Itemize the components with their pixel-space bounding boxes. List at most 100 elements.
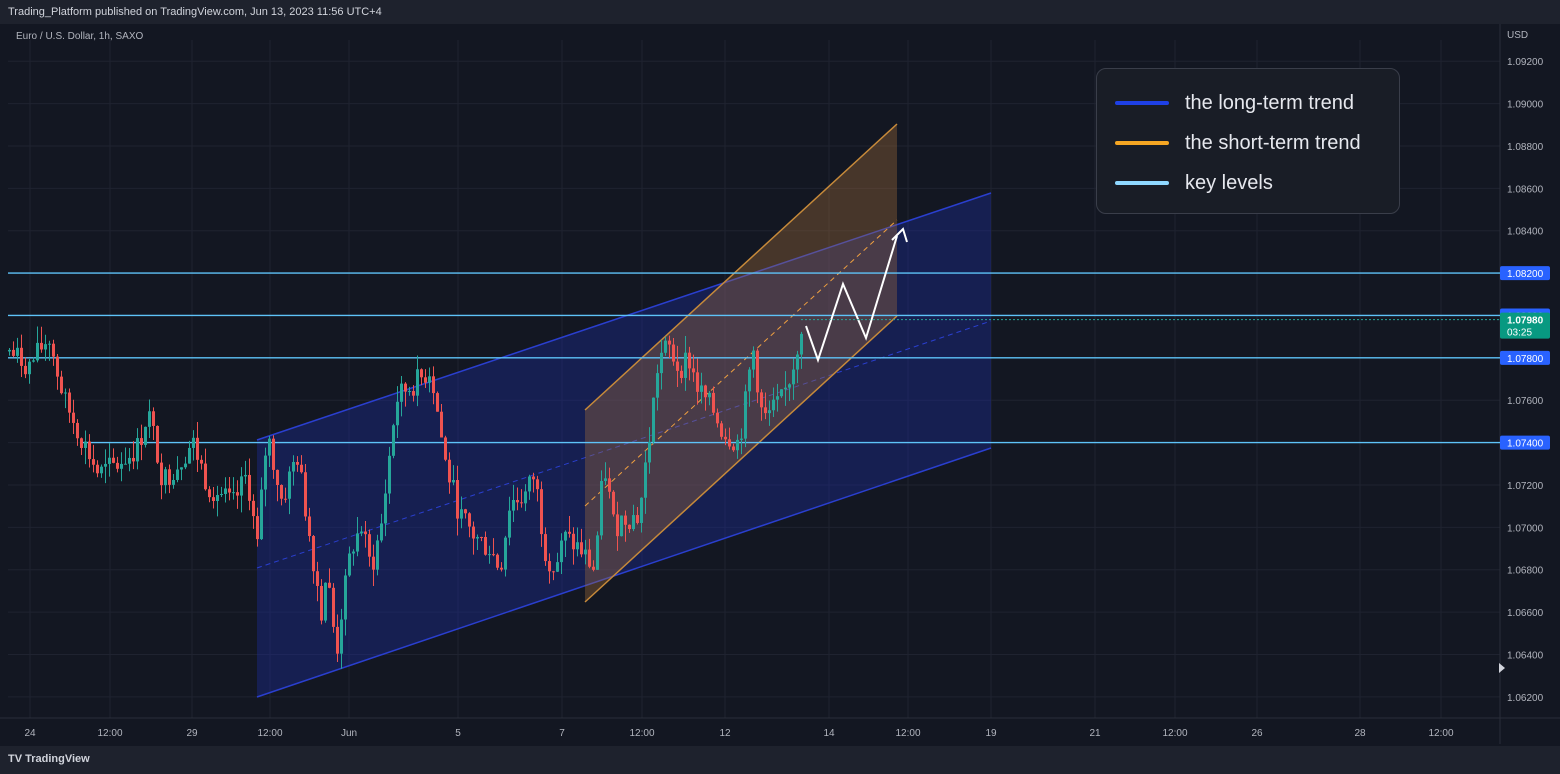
candle-body <box>464 509 467 514</box>
candle-body <box>444 437 447 460</box>
key-level-badge <box>1500 435 1550 450</box>
candle-body <box>688 352 691 369</box>
x-tick-label: Jun <box>341 728 357 739</box>
candle-body <box>372 556 375 570</box>
tradingview-logo-text: TradingView <box>25 753 90 765</box>
candle-body <box>208 489 211 498</box>
candle-body <box>656 373 659 398</box>
legend-item-long-term: the long-term trend <box>1115 91 1354 115</box>
candle-body <box>388 455 391 494</box>
candle-body <box>352 551 355 554</box>
x-tick-label: 19 <box>985 728 997 739</box>
candle-body <box>516 500 519 503</box>
candle-body <box>268 438 271 456</box>
candle-body <box>356 533 359 552</box>
chart-area[interactable]: 1.09200 1.09000 1.08800 1.08600 1.08400 1.082… <box>0 24 1560 744</box>
symbol-label: Euro / U.S. Dollar, 1h, SAXO <box>16 31 144 42</box>
candle-body <box>564 531 567 541</box>
candle-body <box>760 392 763 408</box>
price-chart[interactable]: 1.09200 1.09000 1.08800 1.08600 1.08400 1.082… <box>0 24 1560 744</box>
candle-body <box>368 534 371 557</box>
candle-body <box>284 498 287 500</box>
candle-body <box>52 343 55 357</box>
candle-body <box>496 554 499 568</box>
x-tick-label: 12 <box>719 728 731 739</box>
candle-body <box>576 542 579 550</box>
candle-body <box>428 376 431 383</box>
candle-body <box>404 383 407 392</box>
candle-body <box>796 354 799 370</box>
candle-body <box>292 461 295 472</box>
candle-body <box>44 344 47 350</box>
candle-body <box>184 463 187 468</box>
candle-body <box>192 437 195 448</box>
candle-body <box>756 350 759 393</box>
candle-body <box>452 479 455 483</box>
candle-body <box>392 425 395 456</box>
candle-body <box>692 368 695 373</box>
candle-body <box>148 411 151 427</box>
candle-body <box>484 536 487 555</box>
candle-body <box>504 537 507 570</box>
currency-label: USD <box>1507 30 1529 41</box>
candle-body <box>600 480 603 536</box>
candle-body <box>472 526 475 539</box>
legend-label-key-levels: key levels <box>1185 171 1273 194</box>
candle-body <box>364 531 367 535</box>
candle-body <box>300 464 303 473</box>
candle-body <box>112 457 115 463</box>
candle-body <box>632 515 635 530</box>
candle-body <box>768 410 771 414</box>
y-tick-label: 1.06800 <box>1507 566 1544 577</box>
candle-body <box>556 562 559 572</box>
short-term-channel-lower <box>584 315 898 603</box>
candle-body <box>232 492 235 494</box>
candle-body <box>612 491 615 515</box>
key-levels-swatch <box>1115 181 1169 185</box>
candle-body <box>560 540 563 563</box>
candle-body <box>548 561 551 572</box>
candle-body <box>100 466 103 474</box>
candle-body <box>252 500 255 517</box>
candle-body <box>88 441 91 460</box>
y-tick-label: 1.09000 <box>1507 100 1544 111</box>
candle-body <box>116 462 119 469</box>
candle-body <box>240 476 243 496</box>
long-term-swatch <box>1115 101 1169 105</box>
candle-body <box>264 455 267 490</box>
candle-body <box>588 549 591 567</box>
x-tick-label: 12:00 <box>257 728 282 739</box>
candle-body <box>460 509 463 519</box>
candle-body <box>508 510 511 538</box>
candle-body <box>312 536 315 572</box>
candle-body <box>328 582 331 588</box>
footer-bar: TV TradingView <box>0 746 1560 774</box>
candle-body <box>316 571 319 586</box>
candle-body <box>568 531 571 534</box>
candle-body <box>56 356 59 377</box>
candle-body <box>580 542 583 555</box>
candle-body <box>164 469 167 486</box>
candle-body <box>468 513 471 527</box>
last-price-badge <box>1500 312 1550 339</box>
x-tick-label: 12:00 <box>1162 728 1187 739</box>
y-tick-label: 1.08400 <box>1507 227 1544 238</box>
candle-body <box>8 349 11 352</box>
candle-body <box>544 534 547 562</box>
tradingview-logo[interactable]: TV TradingView <box>8 753 90 765</box>
y-tick-label: 1.08800 <box>1507 142 1544 153</box>
candle-body <box>288 471 291 499</box>
candle-body <box>620 515 623 537</box>
candle-body <box>776 396 779 400</box>
candle-body <box>528 476 531 492</box>
candle-body <box>524 491 527 504</box>
candle-body <box>204 463 207 490</box>
scroll-right-icon <box>1499 663 1505 673</box>
candle-body <box>420 369 423 378</box>
candle-body <box>540 489 543 535</box>
y-tick-label: 1.07000 <box>1507 523 1544 534</box>
candle-body <box>248 474 251 501</box>
candle-body <box>712 392 715 413</box>
candle-body <box>168 469 171 485</box>
candle-body <box>708 392 711 398</box>
